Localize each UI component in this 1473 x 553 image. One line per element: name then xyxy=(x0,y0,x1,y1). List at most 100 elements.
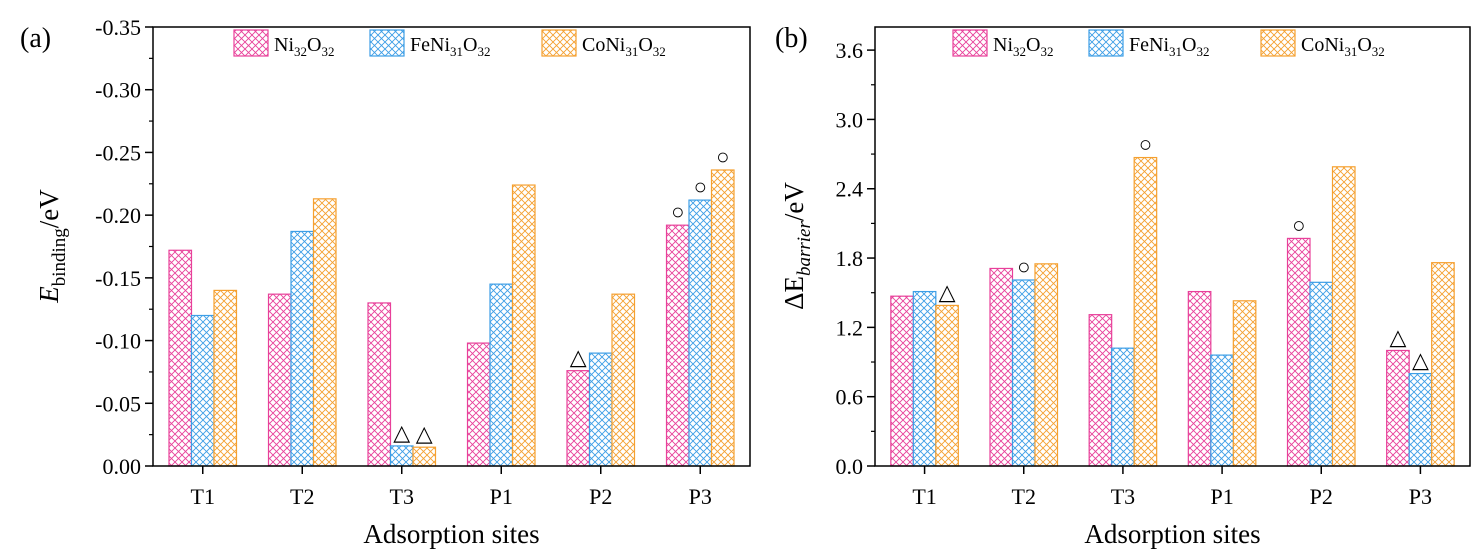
bar-Ni32O32-P1-b xyxy=(1187,290,1212,467)
bar-CoNi31O32-P3-a xyxy=(710,169,735,467)
triangle-marker-a: △ xyxy=(393,420,410,445)
bar-Ni32O32-T2-a xyxy=(267,293,292,467)
bar-FeNi31O32-T3-a xyxy=(389,445,414,467)
legend-swatch-FeNi31O32 xyxy=(369,29,405,57)
legend-label-Ni32O32: Ni32O32 xyxy=(993,34,1053,59)
bar-FeNi31O32-P1-a xyxy=(489,283,514,467)
bar-FeNi31O32-P3-a xyxy=(688,199,713,467)
y-axis-title-unit: /eV xyxy=(34,189,64,228)
bar-Ni32O32-T2-b xyxy=(989,267,1014,467)
bar-FeNi31O32-P3-b xyxy=(1408,372,1433,467)
legend-label-FeNi31O32: FeNi31O32 xyxy=(1129,34,1209,59)
triangle-marker-b: △ xyxy=(1389,324,1406,349)
triangle-marker-a: △ xyxy=(416,421,433,446)
y-tick-label-b: 3.0 xyxy=(836,107,864,132)
x-axis-title-a: Adsorption sites xyxy=(363,519,539,549)
circle-marker-b: ○ xyxy=(1292,212,1305,237)
x-tick-label-T3-b: T3 xyxy=(1111,484,1135,509)
triangle-marker-b: △ xyxy=(1412,348,1429,373)
panel-label-b: (b) xyxy=(775,23,808,54)
bar-FeNi31O32-T2-a xyxy=(290,230,315,467)
legend-swatch-FeNi31O32 xyxy=(1088,29,1124,57)
plot-frame-b xyxy=(874,26,1471,467)
circle-marker-a: ○ xyxy=(694,174,707,199)
series-CoNi31O32-b xyxy=(935,156,1455,467)
bar-CoNi31O32-T1-b xyxy=(935,304,959,467)
bar-CoNi31O32-T1-a xyxy=(213,289,238,467)
bar-FeNi31O32-P2-b xyxy=(1309,281,1334,467)
x-tick-label-P3-b: P3 xyxy=(1409,484,1432,509)
y-axis-title-a: Ebinding/eV xyxy=(34,189,70,304)
bar-Ni32O32-P2-a xyxy=(566,370,591,467)
series-FeNi31O32-a xyxy=(190,199,713,467)
y-tick-label-b: 2.4 xyxy=(836,177,864,202)
legend-swatch-CoNi31O32 xyxy=(541,29,577,57)
x-axis-title-b: Adsorption sites xyxy=(1084,519,1260,549)
bar-CoNi31O32-P1-a xyxy=(511,184,536,467)
y-tick-label-a: -0.30 xyxy=(95,78,141,103)
x-tick-label-P1-a: P1 xyxy=(490,484,513,509)
x-tick-label-P1-b: P1 xyxy=(1210,484,1233,509)
y-tick-label-a: -0.25 xyxy=(95,140,141,165)
legend-swatch-Ni32O32 xyxy=(952,29,988,57)
x-tick-label-P3-a: P3 xyxy=(689,484,712,509)
y-tick-label-b: 0.0 xyxy=(836,454,864,479)
triangle-marker-a: △ xyxy=(570,345,587,370)
circle-marker-a: ○ xyxy=(716,144,729,169)
legend-swatch-CoNi31O32 xyxy=(1260,29,1296,57)
y-tick-label-b: 1.8 xyxy=(836,246,864,271)
bar-Ni32O32-T3-b xyxy=(1088,314,1113,467)
legend-label-CoNi31O32: CoNi31O32 xyxy=(1301,34,1385,59)
circle-marker-b: ○ xyxy=(1017,254,1030,279)
series-Ni32O32-b xyxy=(890,237,1410,467)
circle-marker-a: ○ xyxy=(671,199,684,224)
bar-Ni32O32-T1-a xyxy=(168,249,193,467)
y-tick-label-a: -0.20 xyxy=(95,203,141,228)
series-FeNi31O32-b xyxy=(912,279,1433,467)
bar-CoNi31O32-T3-b xyxy=(1133,156,1158,467)
chart-panel-a: △ △△○○○0.00-0.05-0.10-0.15-0.20-0.25-0.30… xyxy=(20,15,751,549)
y-axis-title-main: E xyxy=(34,286,64,304)
y-tick-label-a: -0.10 xyxy=(95,329,141,354)
x-tick-label-T2-a: T2 xyxy=(290,484,314,509)
triangle-marker-b: △ xyxy=(939,279,956,304)
bar-FeNi31O32-P1-b xyxy=(1210,354,1234,467)
bar-CoNi31O32-P2-b xyxy=(1331,166,1356,467)
bar-CoNi31O32-P1-b xyxy=(1232,300,1257,467)
bar-FeNi31O32-T2-b xyxy=(1011,279,1036,467)
bar-Ni32O32-P3-a xyxy=(665,224,690,467)
y-tick-label-a: 0.00 xyxy=(103,454,142,479)
bar-CoNi31O32-P2-a xyxy=(611,293,636,467)
bar-Ni32O32-T1-b xyxy=(890,295,914,467)
y-axis-title-b: ΔEbarrier/eV xyxy=(779,182,815,310)
y-axis-title-sub: binding xyxy=(49,228,70,287)
legend-b: Ni32O32 FeNi31O32 CoNi31O32 xyxy=(952,29,1385,59)
legend-label-Ni32O32: Ni32O32 xyxy=(274,34,334,59)
bar-FeNi31O32-P2-a xyxy=(588,352,613,467)
bar-Ni32O32-T3-a xyxy=(367,302,392,467)
bar-Ni32O32-P3-b xyxy=(1386,349,1410,467)
bar-CoNi31O32-P3-b xyxy=(1431,262,1455,467)
bar-CoNi31O32-T3-a xyxy=(412,446,437,467)
circle-marker-b: ○ xyxy=(1139,132,1152,157)
bar-Ni32O32-P1-a xyxy=(466,342,491,467)
x-tick-label-T1-b: T1 xyxy=(912,484,936,509)
legend-swatch-Ni32O32 xyxy=(233,29,269,57)
panel-label-a: (a) xyxy=(20,23,51,54)
y-axis-title-sub: barrier xyxy=(794,221,815,277)
y-tick-label-b: 0.6 xyxy=(836,385,864,410)
x-tick-label-T3-a: T3 xyxy=(390,484,414,509)
y-tick-label-a: -0.05 xyxy=(95,391,141,416)
legend-label-FeNi31O32: FeNi31O32 xyxy=(410,34,490,59)
y-axis-title-main: ΔE xyxy=(779,276,809,310)
bar-CoNi31O32-T2-a xyxy=(312,198,337,467)
bar-CoNi31O32-T2-b xyxy=(1034,263,1059,467)
y-tick-label-a: -0.15 xyxy=(95,266,141,291)
x-tick-label-P2-b: P2 xyxy=(1310,484,1333,509)
legend-label-CoNi31O32: CoNi31O32 xyxy=(582,34,666,59)
x-tick-label-T2-b: T2 xyxy=(1012,484,1036,509)
y-tick-label-b: 3.6 xyxy=(836,38,864,63)
bar-FeNi31O32-T3-b xyxy=(1111,347,1135,467)
x-tick-label-P2-a: P2 xyxy=(589,484,612,509)
